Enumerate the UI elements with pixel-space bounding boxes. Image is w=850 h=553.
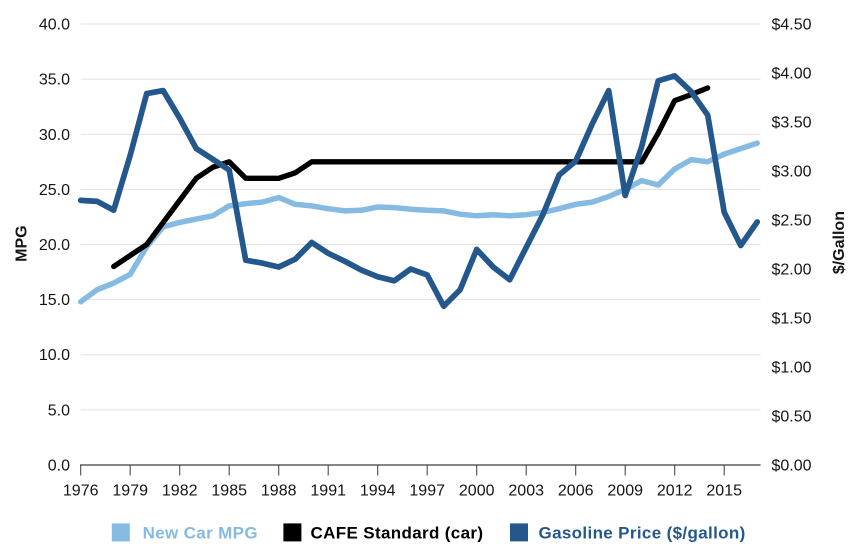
- svg-text:15.0: 15.0: [39, 292, 70, 309]
- svg-text:1976: 1976: [63, 483, 99, 500]
- svg-text:1997: 1997: [409, 483, 445, 500]
- svg-text:0.0: 0.0: [48, 458, 70, 475]
- svg-text:2003: 2003: [508, 483, 544, 500]
- svg-text:10.0: 10.0: [39, 347, 70, 364]
- svg-text:$3.50: $3.50: [772, 115, 812, 132]
- svg-text:$4.50: $4.50: [772, 17, 812, 34]
- svg-text:1991: 1991: [310, 483, 346, 500]
- svg-text:5.0: 5.0: [48, 402, 70, 419]
- svg-text:$3.00: $3.00: [772, 164, 812, 181]
- svg-text:CAFE Standard (car): CAFE Standard (car): [311, 524, 484, 543]
- svg-text:$1.00: $1.00: [772, 360, 812, 377]
- svg-text:$2.50: $2.50: [772, 213, 812, 230]
- svg-text:$0.00: $0.00: [772, 458, 812, 475]
- svg-text:1979: 1979: [112, 483, 148, 500]
- svg-text:25.0: 25.0: [39, 182, 70, 199]
- svg-text:2009: 2009: [607, 483, 643, 500]
- svg-text:1994: 1994: [360, 483, 396, 500]
- svg-text:2015: 2015: [706, 483, 742, 500]
- svg-text:1982: 1982: [162, 483, 198, 500]
- svg-text:$/Gallon: $/Gallon: [831, 211, 848, 274]
- svg-text:Gasoline Price ($/gallon): Gasoline Price ($/gallon): [539, 524, 746, 543]
- svg-text:20.0: 20.0: [39, 237, 70, 254]
- svg-text:1985: 1985: [211, 483, 247, 500]
- svg-text:$1.50: $1.50: [772, 311, 812, 328]
- svg-text:40.0: 40.0: [39, 17, 70, 34]
- svg-text:1988: 1988: [261, 483, 297, 500]
- svg-text:MPG: MPG: [14, 225, 31, 261]
- svg-text:$2.00: $2.00: [772, 262, 812, 279]
- svg-text:30.0: 30.0: [39, 127, 70, 144]
- svg-text:New Car MPG: New Car MPG: [143, 524, 258, 543]
- svg-text:2000: 2000: [459, 483, 495, 500]
- svg-text:35.0: 35.0: [39, 72, 70, 89]
- svg-text:$4.00: $4.00: [772, 66, 812, 83]
- svg-text:2012: 2012: [657, 483, 693, 500]
- svg-text:2006: 2006: [558, 483, 594, 500]
- svg-text:$0.50: $0.50: [772, 409, 812, 426]
